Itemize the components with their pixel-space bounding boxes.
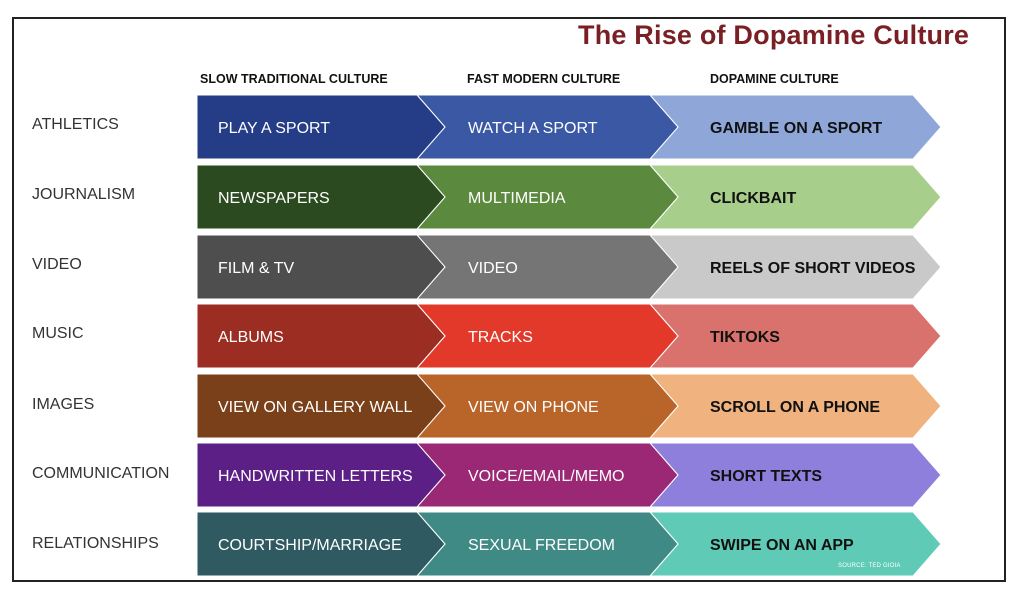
cell-text-video-dopamine: REELS OF SHORT VIDEOS xyxy=(710,260,916,277)
chevron-athletics-slow xyxy=(196,94,446,160)
chevron-video-fast xyxy=(415,234,679,300)
row-label-relationships: RELATIONSHIPS xyxy=(32,535,159,552)
chevron-music-slow xyxy=(196,303,446,369)
chevron-images-slow xyxy=(196,373,446,439)
cell-text-relationships-slow: COURTSHIP/MARRIAGE xyxy=(218,537,402,554)
cell-text-music-dopamine: TIKTOKS xyxy=(710,329,780,346)
row-label-video: VIDEO xyxy=(32,256,82,273)
source-credit: SOURCE: TED GIOIA xyxy=(838,563,901,569)
chevron-relationships-slow xyxy=(196,511,446,577)
cell-text-music-fast: TRACKS xyxy=(468,329,533,346)
cell-text-images-fast: VIEW ON PHONE xyxy=(468,399,599,416)
row-label-music: MUSIC xyxy=(32,325,84,342)
cell-text-journalism-dopamine: CLICKBAIT xyxy=(710,190,796,207)
column-header-dopamine: DOPAMINE CULTURE xyxy=(710,72,839,86)
diagram-title: The Rise of Dopamine Culture xyxy=(578,20,970,50)
cell-text-images-slow: VIEW ON GALLERY WALL xyxy=(218,399,413,416)
cell-text-athletics-slow: PLAY A SPORT xyxy=(218,120,330,137)
row-label-journalism: JOURNALISM xyxy=(32,186,136,203)
cell-text-athletics-fast: WATCH A SPORT xyxy=(468,120,598,137)
cell-text-athletics-dopamine: GAMBLE ON A SPORT xyxy=(710,120,882,137)
chevron-music-fast xyxy=(415,303,679,369)
chevron-video-slow xyxy=(196,234,446,300)
cell-text-relationships-dopamine: SWIPE ON AN APP xyxy=(710,537,854,554)
cell-text-relationships-fast: SEXUAL FREEDOM xyxy=(468,537,615,554)
cell-text-communication-slow: HANDWRITTEN LETTERS xyxy=(218,468,413,485)
cell-text-video-slow: FILM & TV xyxy=(218,260,294,277)
row-label-athletics: ATHLETICS xyxy=(32,116,119,133)
column-header-slow: SLOW TRADITIONAL CULTURE xyxy=(200,72,388,86)
row-label-images: IMAGES xyxy=(32,396,95,413)
chevron-journalism-slow xyxy=(196,164,446,230)
cell-text-images-dopamine: SCROLL ON A PHONE xyxy=(710,399,880,416)
cell-text-video-fast: VIDEO xyxy=(468,260,518,277)
cell-text-music-slow: ALBUMS xyxy=(218,329,284,346)
column-header-fast: FAST MODERN CULTURE xyxy=(467,72,621,86)
chevron-music-dopamine xyxy=(648,303,942,369)
row-label-communication: COMMUNICATION xyxy=(32,465,170,482)
chevron-communication-slow xyxy=(196,442,446,508)
cell-text-journalism-slow: NEWSPAPERS xyxy=(218,190,330,207)
cell-text-journalism-fast: MULTIMEDIA xyxy=(468,190,566,207)
cell-text-communication-dopamine: SHORT TEXTS xyxy=(710,468,822,485)
cell-text-communication-fast: VOICE/EMAIL/MEMO xyxy=(468,468,624,485)
